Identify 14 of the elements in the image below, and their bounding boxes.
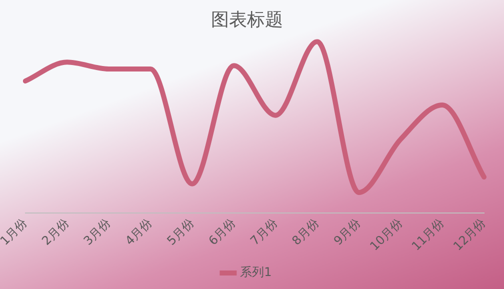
x-tick-label: 10月份 (367, 216, 405, 254)
x-tick-label: 12月份 (450, 216, 488, 254)
x-tick-label: 9月份 (330, 216, 364, 248)
x-tick-label: 6月份 (206, 216, 238, 248)
x-tick-label: 4月份 (122, 216, 155, 248)
x-tick-label: 2月份 (39, 216, 72, 248)
legend-label: 系列1 (240, 265, 272, 280)
x-tick-label: 1月份 (0, 216, 30, 248)
chart-title: 图表标题 (211, 9, 283, 30)
x-tick-label: 7月份 (248, 216, 280, 248)
x-tick-label: 3月份 (80, 216, 114, 248)
x-tick-label: 8月份 (289, 216, 322, 248)
x-tick-label: 5月份 (164, 216, 196, 248)
x-tick-label: 11月份 (408, 216, 447, 254)
